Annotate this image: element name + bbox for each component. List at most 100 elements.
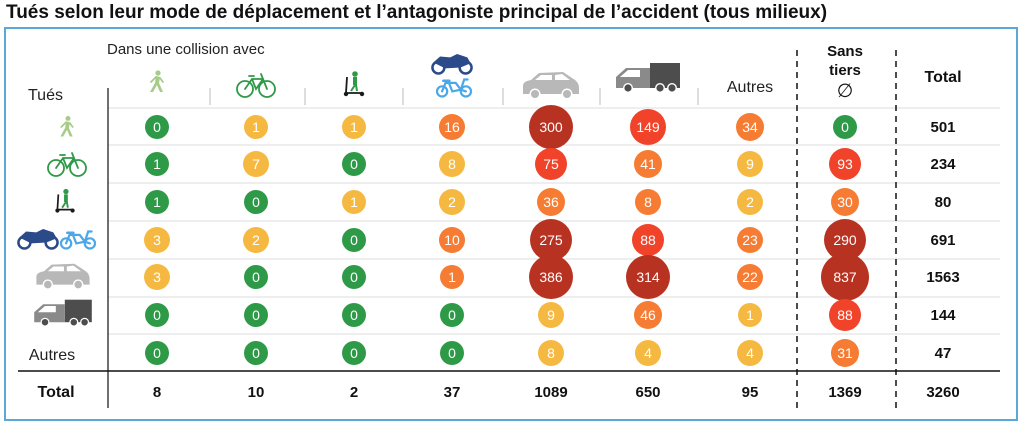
cell-bubble (821, 253, 869, 301)
cell-value: 300 (539, 119, 563, 135)
cell-value: 30 (837, 194, 853, 210)
cell-value: 1 (448, 269, 456, 285)
cell-bubble (244, 341, 268, 365)
row-truck-van-icon (34, 299, 92, 327)
cell-bubble (538, 340, 564, 366)
cell-value: 93 (837, 156, 853, 172)
row-total: 80 (935, 194, 952, 211)
cell-bubble (833, 115, 857, 139)
cell-value: 10 (444, 232, 460, 248)
row-pedestrian-icon (60, 115, 74, 137)
cell-value: 1 (746, 307, 754, 323)
cell-value: 290 (833, 232, 857, 248)
cell-bubble (439, 189, 465, 215)
cell-value: 9 (746, 156, 754, 172)
cell-bubble (736, 113, 764, 141)
cell-bubble (635, 340, 661, 366)
row-total: 144 (930, 307, 956, 324)
row-car-icon (36, 263, 90, 290)
cell-bubble (145, 190, 169, 214)
cell-value: 0 (350, 269, 358, 285)
column-scooter-icon (343, 71, 365, 97)
cell-bubble (831, 339, 859, 367)
column-total: 1089 (534, 384, 567, 401)
cell-bubble (145, 303, 169, 327)
cell-bubble (737, 151, 763, 177)
cell-bubble (440, 303, 464, 327)
cell-value: 8 (547, 345, 555, 361)
row-axis-label: Tués (28, 87, 63, 104)
autres-column-header: Autres (727, 79, 773, 96)
cell-bubble (342, 265, 366, 289)
cell-bubble (632, 224, 664, 256)
cell-value: 0 (153, 345, 161, 361)
cell-bubble (144, 227, 170, 253)
column-total: 8 (153, 384, 161, 401)
totals-row-label: Total (37, 384, 74, 401)
cell-bubble (737, 227, 763, 253)
cell-bubble (626, 255, 670, 299)
column-car-icon (523, 72, 579, 100)
cell-value: 2 (746, 194, 754, 210)
cell-value: 0 (252, 307, 260, 323)
cell-value: 0 (252, 194, 260, 210)
cell-value: 0 (153, 119, 161, 135)
cell-bubble (824, 219, 866, 261)
cell-value: 1 (350, 194, 358, 210)
cell-bubble (145, 341, 169, 365)
cell-bubble (439, 114, 465, 140)
column-truck-van-icon (616, 63, 680, 93)
cell-value: 9 (547, 307, 555, 323)
cell-value: 75 (543, 156, 559, 172)
cell-bubble (530, 219, 572, 261)
cell-bubble (634, 150, 662, 178)
cell-bubble (737, 264, 763, 290)
cell-value: 0 (252, 269, 260, 285)
sans-tiers-header-line2: tiers (829, 62, 861, 79)
cell-bubble (244, 115, 268, 139)
cell-value: 4 (746, 345, 754, 361)
cell-value: 0 (350, 232, 358, 248)
cell-value: 7 (252, 156, 260, 172)
cell-value: 314 (636, 269, 660, 285)
column-pedestrian-icon (150, 70, 164, 92)
cell-value: 16 (444, 119, 460, 135)
cell-bubble (244, 303, 268, 327)
cell-value: 2 (252, 232, 260, 248)
cell-bubble (737, 340, 763, 366)
row-total: 47 (935, 345, 952, 362)
cell-value: 34 (742, 119, 758, 135)
cell-value: 2 (448, 194, 456, 210)
cell-bubble (538, 302, 564, 328)
row-total: 501 (930, 119, 955, 136)
cell-bubble (145, 115, 169, 139)
cell-value: 46 (640, 307, 656, 323)
cell-value: 88 (640, 232, 656, 248)
column-total: 37 (444, 384, 461, 401)
cell-value: 3 (153, 269, 161, 285)
cell-bubble (342, 190, 366, 214)
total-column-header: Total (924, 69, 961, 86)
grand-total: 3260 (926, 384, 959, 401)
cell-bubble (535, 148, 567, 180)
column-total: 2 (350, 384, 358, 401)
cell-bubble (737, 189, 763, 215)
cell-value: 36 (543, 194, 559, 210)
row-bicycle-icon (47, 152, 87, 177)
cell-bubble (440, 265, 464, 289)
cell-value: 1 (252, 119, 260, 135)
cell-bubble (829, 148, 861, 180)
row-motorcycle-moped-icon (17, 228, 97, 250)
cell-value: 0 (350, 345, 358, 361)
cell-value: 149 (636, 119, 660, 135)
row-total: 691 (930, 232, 955, 249)
chart-title: Tués selon leur mode de déplacement et l… (6, 2, 828, 23)
cell-value: 275 (539, 232, 563, 248)
cell-value: 837 (833, 269, 857, 285)
cell-bubble (635, 189, 661, 215)
cell-value: 0 (448, 307, 456, 323)
cell-bubble (243, 227, 269, 253)
cell-bubble (342, 115, 366, 139)
cell-bubble (529, 105, 573, 149)
